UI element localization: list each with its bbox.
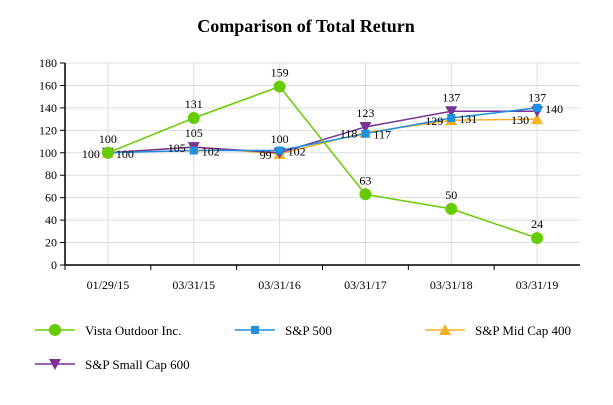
legend-marker xyxy=(49,359,61,370)
legend-item: S&P Small Cap 600 xyxy=(35,357,190,372)
data-point xyxy=(275,146,284,155)
legend-label: S&P Mid Cap 400 xyxy=(475,323,571,338)
data-point xyxy=(533,103,542,112)
legend-marker xyxy=(439,324,451,335)
legend-item: S&P Mid Cap 400 xyxy=(425,323,571,338)
data-label: 105 xyxy=(185,126,203,140)
data-point xyxy=(447,113,456,122)
legend-item: Vista Outdoor Inc. xyxy=(35,323,181,338)
data-label: 159 xyxy=(271,66,289,80)
data-label: 137 xyxy=(528,90,546,104)
data-label: 100 xyxy=(116,147,134,161)
data-point xyxy=(359,121,372,133)
data-label: 123 xyxy=(356,106,374,120)
data-label: 129 xyxy=(425,114,443,128)
data-label: 102 xyxy=(202,145,220,159)
legend-label: Vista Outdoor Inc. xyxy=(85,323,181,338)
y-tick-label: 40 xyxy=(45,213,57,227)
y-tick-label: 60 xyxy=(45,191,57,205)
data-label: 102 xyxy=(288,145,306,159)
x-tick-label: 03/31/15 xyxy=(172,278,215,292)
series-line xyxy=(107,107,538,154)
data-label: 99 xyxy=(260,148,272,162)
y-tick-label: 140 xyxy=(39,101,57,115)
data-label: 100 xyxy=(271,132,289,146)
data-label: 100 xyxy=(99,132,117,146)
legend-item: S&P 500 xyxy=(235,323,332,338)
legend-marker xyxy=(251,326,259,334)
data-point xyxy=(187,111,200,124)
x-tick-label: 01/29/15 xyxy=(87,278,130,292)
y-tick-label: 160 xyxy=(39,78,57,92)
data-label: 131 xyxy=(185,97,203,111)
data-point xyxy=(101,146,114,159)
data-label: 131 xyxy=(459,112,477,126)
legend-label: S&P 500 xyxy=(285,323,332,338)
data-label: 117 xyxy=(373,128,391,142)
data-point xyxy=(445,202,458,215)
data-point xyxy=(273,80,286,93)
data-point xyxy=(445,106,458,118)
x-tick-label: 03/31/16 xyxy=(258,278,301,292)
data-point xyxy=(361,129,370,138)
x-tick-label: 03/31/19 xyxy=(516,278,559,292)
data-point xyxy=(531,232,544,245)
legend-label: S&P Small Cap 600 xyxy=(85,357,190,372)
series-line xyxy=(107,85,538,239)
x-tick-label: 03/31/17 xyxy=(344,278,387,292)
data-point xyxy=(531,113,544,125)
data-label: 24 xyxy=(531,217,543,231)
legend-marker xyxy=(49,324,61,336)
data-label: 100 xyxy=(82,147,100,161)
data-label: 50 xyxy=(445,188,457,202)
data-label: 118 xyxy=(340,127,358,141)
data-label: 63 xyxy=(359,173,371,187)
y-tick-label: 0 xyxy=(51,258,57,272)
y-tick-label: 100 xyxy=(39,146,57,160)
data-label: 137 xyxy=(442,90,460,104)
chart-title: Comparison of Total Return xyxy=(197,16,415,36)
y-tick-label: 120 xyxy=(39,123,57,137)
data-point xyxy=(189,146,198,155)
x-tick-label: 03/31/18 xyxy=(430,278,473,292)
data-label: 140 xyxy=(545,102,563,116)
data-label: 130 xyxy=(511,113,529,127)
data-point xyxy=(359,188,372,201)
y-tick-label: 180 xyxy=(39,56,57,70)
data-label: 105 xyxy=(168,141,186,155)
y-tick-label: 80 xyxy=(45,168,57,182)
y-tick-label: 20 xyxy=(45,236,57,250)
